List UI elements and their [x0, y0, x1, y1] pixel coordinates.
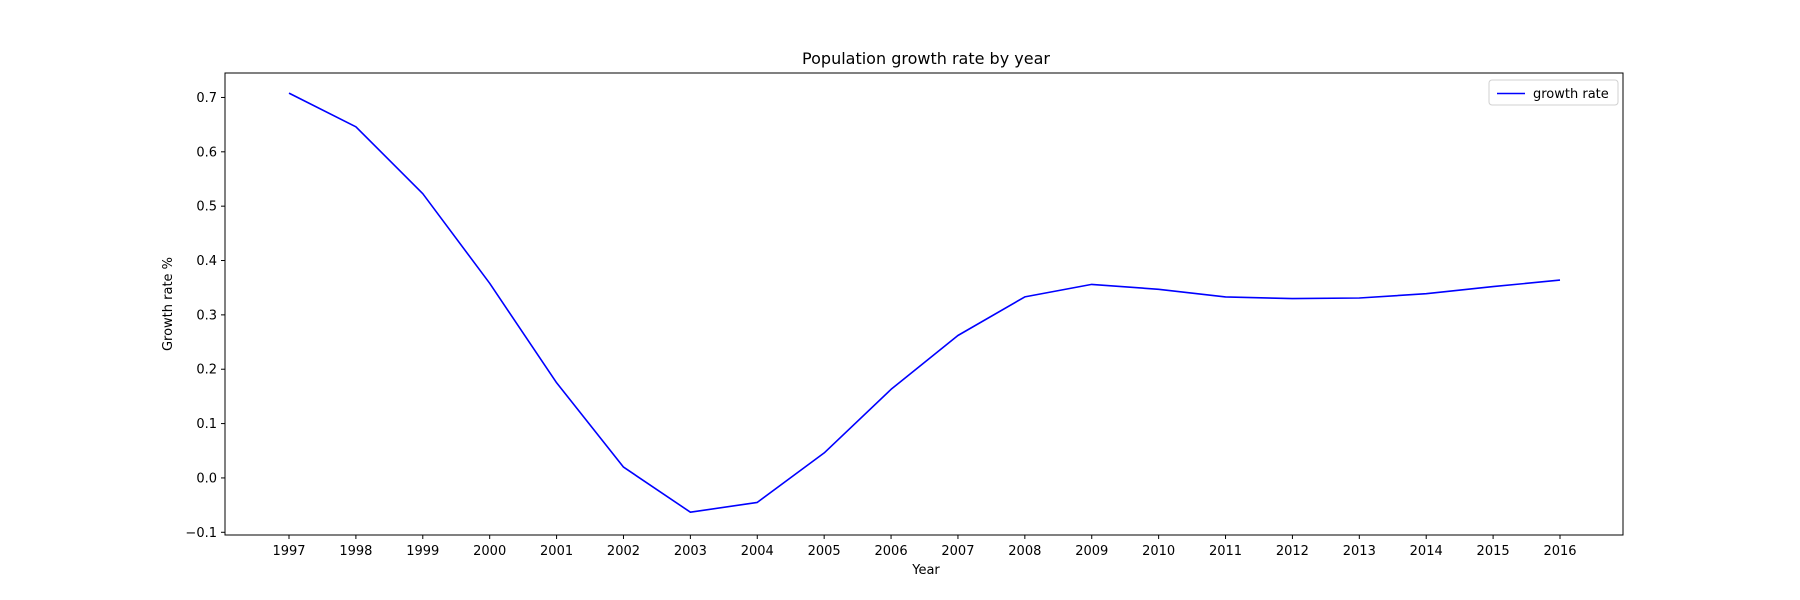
- y-tick-label: 0.4: [196, 254, 217, 269]
- plot-area: 1997 1998 1999 2000 2001 2002 2003 2004 2005 2006…: [185, 72, 1624, 559]
- x-tick-label: 2006: [875, 544, 908, 559]
- x-tick-label: 2002: [607, 544, 640, 559]
- chart-title: Population growth rate by year: [802, 49, 1050, 68]
- y-tick-label: 0.6: [196, 145, 217, 160]
- y-tick-label: 0.3: [196, 308, 217, 323]
- x-tick-label: 2010: [1142, 544, 1175, 559]
- plot-frame: [224, 72, 1624, 536]
- y-tick-label: 0.5: [196, 200, 217, 215]
- x-tick-label: 1998: [339, 544, 372, 559]
- x-tick-label: 2015: [1477, 544, 1510, 559]
- x-tick-label: 2011: [1209, 544, 1242, 559]
- x-axis-label: Year: [911, 563, 940, 578]
- series-line-0: [288, 92, 1561, 514]
- legend: growth rate: [1488, 79, 1619, 106]
- x-tick-label: 2000: [473, 544, 506, 559]
- x-tick-label: 1997: [272, 544, 305, 559]
- y-axis-label: Growth rate %: [161, 257, 176, 351]
- x-tick-label: 2001: [540, 544, 573, 559]
- x-tick-label: 2012: [1276, 544, 1309, 559]
- x-tick-label: 2004: [741, 544, 774, 559]
- x-tick-label: 1999: [406, 544, 439, 559]
- x-tick-label: 2013: [1343, 544, 1376, 559]
- x-tick-label: 2014: [1410, 544, 1443, 559]
- x-tick-label: 2007: [941, 544, 974, 559]
- y-tick-label: −0.1: [185, 526, 217, 541]
- y-tick-label: 0.2: [196, 363, 217, 378]
- x-tick-label: 2009: [1075, 544, 1108, 559]
- y-tick-label: 0.7: [196, 91, 217, 106]
- legend-box: [1488, 79, 1619, 106]
- x-tick-label: 2003: [674, 544, 707, 559]
- x-tick-label: 2008: [1008, 544, 1041, 559]
- x-tick-label: 2016: [1543, 544, 1576, 559]
- y-tick-label: 0.1: [196, 417, 217, 432]
- x-tick-label: 2005: [808, 544, 841, 559]
- y-tick-label: 0.0: [196, 471, 217, 486]
- legend-label: growth rate: [1533, 87, 1609, 102]
